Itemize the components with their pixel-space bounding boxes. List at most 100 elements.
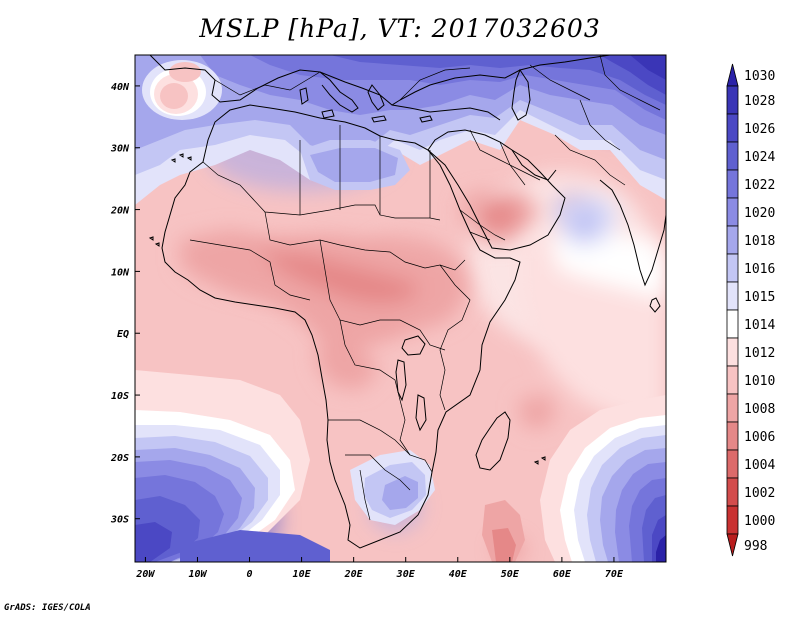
colorbar-label: 1004 (744, 458, 775, 473)
colorbar-swatch (726, 309, 739, 339)
lake-malawi (415, 394, 427, 432)
south-high-band (135, 370, 666, 562)
lat-tick-label: EQ (117, 329, 129, 340)
india-coastline (599, 179, 666, 287)
turkey-coastline (391, 104, 501, 121)
lake-victoria (401, 335, 426, 356)
border-line (299, 125, 431, 218)
colorbar-label: 1015 (744, 290, 775, 305)
colorbar-swatch (726, 337, 739, 367)
indian-ocean-field (520, 195, 666, 430)
border-line (529, 55, 661, 111)
lat-tick-label: 10N (111, 267, 130, 278)
lon-tick-label: 70E (605, 569, 624, 580)
lon-tick-label: 10W (188, 569, 207, 580)
lon-tick-label: 40E (449, 569, 468, 580)
grads-credit: GrADS: IGES/COLA (4, 603, 91, 613)
cape-verde (148, 236, 160, 247)
colorbar-swatch (726, 281, 739, 311)
sicily-sardinia (299, 87, 335, 119)
map-title: MSLP [hPa], VT: 2017032603 (199, 14, 601, 43)
border-line (328, 419, 433, 473)
caspian-coastline (511, 68, 531, 121)
lon-tick-label: 10E (293, 569, 312, 580)
greece-coastline (367, 84, 385, 111)
colorbar-label: 1028 (744, 94, 775, 109)
north-high-band (135, 55, 666, 205)
colorbar-label: 1030 (744, 69, 775, 84)
colorbar-top-arrow (726, 63, 739, 87)
longitude-axis: 20W 10W 0 10E 20E 30E 40E 50E 60E 70E (135, 557, 624, 580)
lat-tick-label: 40N (111, 82, 130, 93)
lat-tick-label: 30N (110, 144, 130, 155)
border-line (319, 239, 446, 351)
border-line (264, 211, 466, 271)
border-line (214, 67, 471, 101)
border-line (339, 319, 411, 456)
colorbar-swatch (726, 225, 739, 255)
madagascar-coastline (475, 411, 511, 471)
cyprus-crete (371, 115, 433, 123)
colorbar: 1030 1028 1026 1024 1022 1020 1018 1016 1015 1014… (726, 63, 775, 557)
border-line (459, 209, 506, 241)
colorbar-swatch (726, 113, 739, 143)
colorbar-label: 998 (744, 539, 767, 554)
canary-islands (170, 153, 192, 163)
colorbar-swatch (726, 197, 739, 227)
border-line (345, 454, 411, 521)
colorbar-label: 1026 (744, 122, 775, 137)
arabia-coastline (427, 129, 566, 251)
border-line (439, 264, 471, 411)
colorbar-label: 1020 (744, 206, 775, 221)
border-line (554, 99, 626, 186)
lat-tick-label: 20S (110, 453, 129, 464)
colorbar-swatch (726, 393, 739, 423)
colorbar-swatch (726, 169, 739, 199)
colorbar-swatch (726, 365, 739, 395)
lon-tick-label: 20E (344, 569, 364, 580)
pressure-field (135, 55, 666, 562)
country-borders (189, 55, 661, 521)
colorbar-swatch (726, 253, 739, 283)
lon-tick-label: 50E (501, 569, 520, 580)
colorbar-swatch (726, 505, 739, 535)
colorbar-label: 1022 (744, 178, 775, 193)
lon-tick-label: 60E (553, 569, 572, 580)
italy-coastline (319, 71, 359, 113)
europe-coastline (149, 55, 611, 106)
colorbar-swatch (726, 85, 739, 115)
colorbar-bottom-arrow (726, 533, 739, 557)
colorbar-label: 1018 (744, 234, 775, 249)
lat-tick-label: 20N (110, 206, 130, 217)
plot-frame (134, 54, 667, 563)
colorbar-label: 1008 (744, 402, 775, 417)
sri-lanka (649, 297, 661, 313)
colorbar-label: 1010 (744, 374, 775, 389)
border-line (469, 129, 541, 186)
border-line (189, 239, 311, 301)
mascarene-islands (533, 456, 546, 465)
colorbar-swatch (726, 477, 739, 507)
colorbar-label: 1016 (744, 262, 775, 277)
lon-tick-label: 0 (247, 569, 253, 580)
lon-tick-label: 30E (396, 569, 416, 580)
colorbar-label: 1002 (744, 486, 775, 501)
colorbar-label: 1000 (744, 514, 775, 529)
colorbar-swatch (726, 449, 739, 479)
coastlines (148, 55, 666, 549)
tropical-low-belt (180, 190, 540, 390)
lat-tick-label: 10S (111, 391, 129, 402)
lake-tanganyika (395, 359, 407, 402)
colorbar-label: 1012 (744, 346, 775, 361)
lat-tick-label: 30S (110, 515, 129, 526)
africa-coastline (161, 104, 521, 549)
colorbar-label: 1014 (744, 318, 775, 333)
lon-tick-label: 20W (135, 569, 155, 580)
colorbar-swatch (726, 141, 739, 171)
colorbar-label: 1006 (744, 430, 775, 445)
latitude-axis: 40N 30N 20N 10N EQ 10S 20S 30S (110, 82, 140, 526)
colorbar-swatch (726, 421, 739, 451)
border-line (202, 161, 441, 221)
colorbar-label: 1024 (744, 150, 775, 165)
